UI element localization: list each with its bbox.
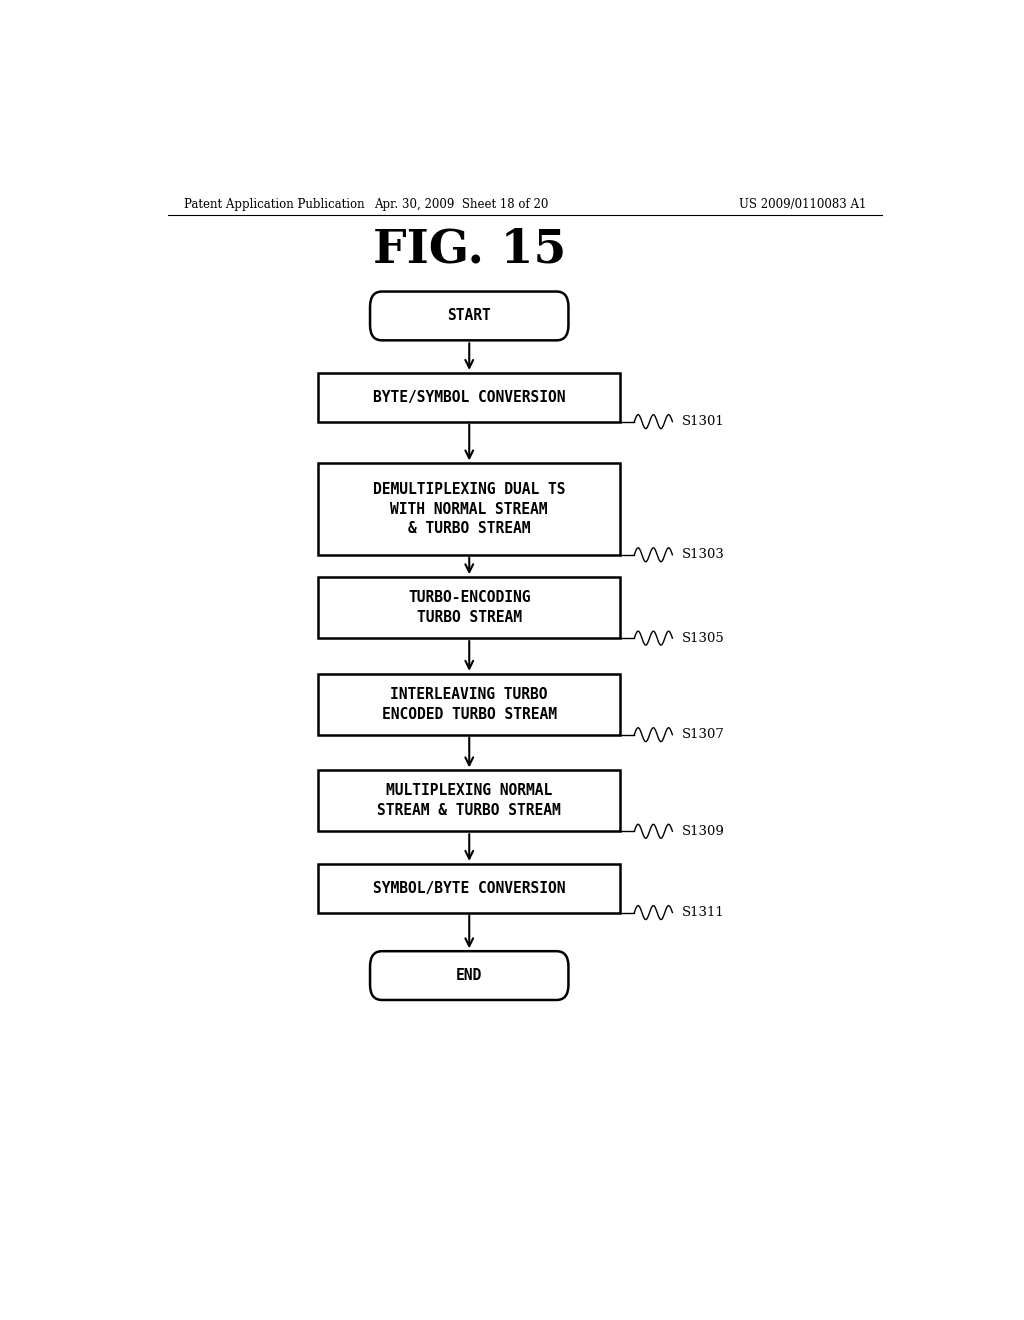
Bar [318,673,621,735]
Text: S1307: S1307 [682,729,725,742]
Text: INTERLEAVING TURBO
ENCODED TURBO STREAM: INTERLEAVING TURBO ENCODED TURBO STREAM [382,686,557,722]
FancyBboxPatch shape [370,292,568,341]
Text: SYMBOL/BYTE CONVERSION: SYMBOL/BYTE CONVERSION [373,880,565,896]
Text: TURBO-ENCODING
TURBO STREAM: TURBO-ENCODING TURBO STREAM [408,590,530,626]
Bar [318,372,621,421]
Text: S1301: S1301 [682,416,725,428]
Text: S1309: S1309 [682,825,725,838]
FancyBboxPatch shape [370,952,568,1001]
Text: S1311: S1311 [682,906,725,919]
Text: START: START [447,309,492,323]
Text: S1305: S1305 [682,632,725,644]
Text: Apr. 30, 2009  Sheet 18 of 20: Apr. 30, 2009 Sheet 18 of 20 [374,198,549,211]
Bar [318,577,621,638]
Text: DEMULTIPLEXING DUAL TS
WITH NORMAL STREAM
& TURBO STREAM: DEMULTIPLEXING DUAL TS WITH NORMAL STREA… [373,482,565,536]
Text: Patent Application Publication: Patent Application Publication [183,198,365,211]
Text: END: END [456,968,482,983]
Text: US 2009/0110083 A1: US 2009/0110083 A1 [739,198,866,211]
Text: FIG. 15: FIG. 15 [373,227,566,273]
Bar [318,463,621,554]
Text: S1303: S1303 [682,548,725,561]
Text: MULTIPLEXING NORMAL
STREAM & TURBO STREAM: MULTIPLEXING NORMAL STREAM & TURBO STREA… [378,783,561,818]
Bar [318,771,621,832]
Text: BYTE/SYMBOL CONVERSION: BYTE/SYMBOL CONVERSION [373,389,565,405]
Bar [318,863,621,912]
